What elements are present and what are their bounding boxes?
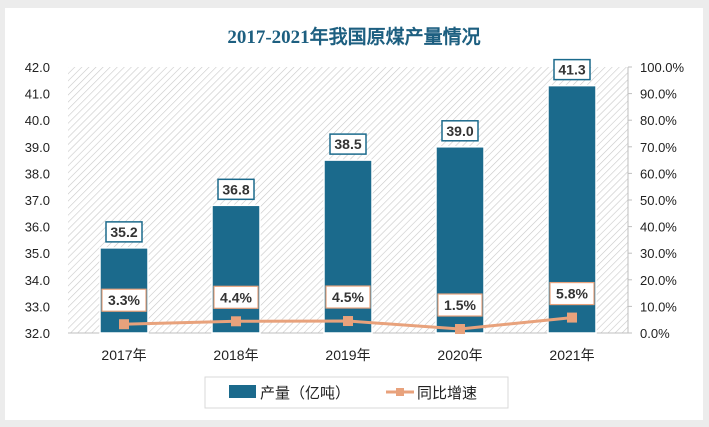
bar-data-label: 39.0 [446,123,473,139]
left-axis-tick: 36.0 [25,220,50,235]
right-axis-tick: 50.0% [640,193,677,208]
legend-line-marker [396,388,404,396]
legend-bar-swatch [229,385,256,398]
legend-bar-label: 产量（亿吨） [260,385,350,402]
growth-label-box [101,288,147,312]
growth-point [343,316,353,327]
growth-label-box [549,281,595,306]
growth-label-box [213,285,259,309]
left-axis-tick: 42.0 [25,60,50,75]
left-axis-tick: 40.0 [25,113,50,128]
right-axis-tick: 90.0% [640,87,677,102]
bar [211,204,261,334]
bar-data-label: 36.8 [222,181,249,197]
growth-label-box [437,293,483,317]
right-axis-tick: 30.0% [640,246,677,261]
growth-data-label: 4.4% [220,289,252,305]
growth-data-label: 4.5% [332,289,364,305]
left-axis-tick: 38.0 [25,166,50,181]
right-axis-tick: 70.0% [640,140,677,155]
x-axis-tick: 2020年 [437,347,482,363]
right-axis-tick: 10.0% [640,299,677,314]
bar-data-label: 41.3 [558,62,585,78]
legend: 产量（亿吨） 同比增速 [204,376,509,409]
chart-title: 2017-2021年我国原煤产量情况 [227,25,480,48]
growth-data-label: 3.3% [108,292,140,308]
left-axis-tick: 32.0 [25,326,50,341]
bar-data-label: 38.5 [334,136,361,152]
left-axis-tick: 39.0 [25,140,50,155]
right-axis-tick: 40.0% [640,220,677,235]
growth-data-label: 1.5% [444,297,476,313]
bar-data-label: 35.2 [110,224,137,240]
x-axis-tick: 2019年 [325,347,370,363]
left-axis-tick: 33.0 [25,299,50,314]
bar-label-box [105,221,143,243]
left-axis-tick: 35.0 [25,246,50,261]
bar-label-box [553,58,591,81]
growth-label-box [325,285,371,309]
right-axis-tick: 100.0% [640,60,685,75]
growth-point [231,316,241,327]
right-axis-tick: 0.0% [640,326,670,341]
left-axis-tick: 41.0 [25,87,50,102]
right-axis-tick: 20.0% [640,273,677,288]
x-axis-tick: 2017年 [101,347,146,363]
growth-point [119,319,129,330]
right-axis-tick: 60.0% [640,166,677,181]
bar-label-box [217,178,255,201]
legend-line-label: 同比增速 [417,385,477,402]
bar-label-box [441,120,479,142]
growth-data-label: 5.8% [556,286,588,302]
growth-point [455,324,465,335]
growth-point [567,312,577,323]
bar-label-box [329,133,367,155]
right-axis-tick: 80.0% [640,113,677,128]
left-axis-tick: 37.0 [25,193,50,208]
x-axis-tick: 2018年 [213,347,258,363]
x-axis-tick: 2021年 [549,347,594,363]
left-axis-tick: 34.0 [25,273,50,288]
